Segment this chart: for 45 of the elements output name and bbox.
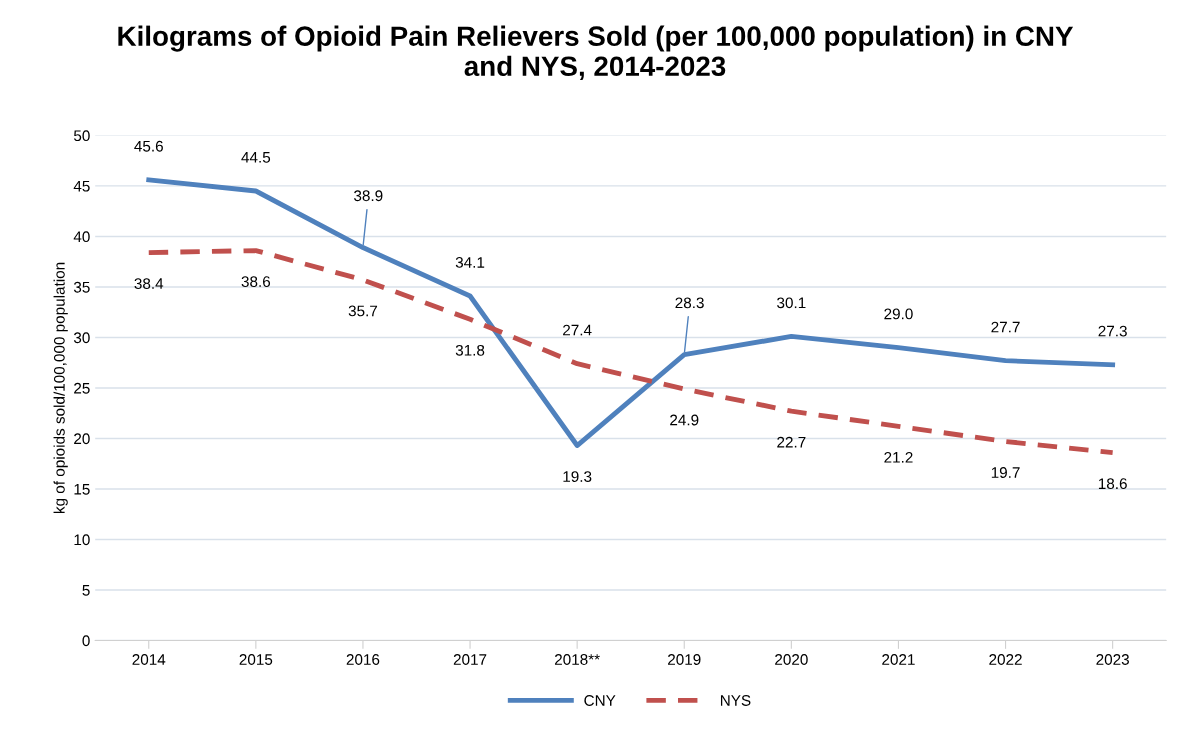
x-tick-label: 2023 xyxy=(1096,654,1129,665)
y-tick-label: 35 xyxy=(73,281,90,293)
x-tick-label: 2014 xyxy=(132,654,166,665)
y-tick-label: 30 xyxy=(73,332,90,344)
x-tick-label: 2018** xyxy=(554,654,600,665)
data-label: 45.6 xyxy=(134,140,163,152)
data-label: 35.7 xyxy=(348,305,378,317)
y-tick-label: 50 xyxy=(73,130,90,142)
data-label: 38.9 xyxy=(354,190,383,202)
data-label: 21.2 xyxy=(884,451,913,463)
data-label: 28.3 xyxy=(675,297,704,309)
data-label: 29.0 xyxy=(884,308,913,320)
chart-title: Kilograms of Opioid Pain Relievers Sold (per 100,000 population) in CNY and NYS, 2014-2023 xyxy=(118,25,1074,81)
x-tick-label: 2019 xyxy=(668,654,701,665)
y-axis-title: kg of opioids sold/100,000 population xyxy=(53,262,68,514)
data-label: 30.1 xyxy=(777,297,806,309)
data-label: 19.3 xyxy=(563,471,592,482)
legend-label: NYS xyxy=(720,695,751,706)
legend-label: CNY xyxy=(584,695,616,706)
x-tick-label: 2021 xyxy=(882,654,915,665)
data-label: 27.7 xyxy=(991,321,1020,333)
data-label: 38.6 xyxy=(241,276,271,287)
x-tick-label: 2017 xyxy=(453,654,487,665)
y-tick-label: 45 xyxy=(73,180,90,192)
y-tick-label: 40 xyxy=(73,231,90,243)
data-label: 27.4 xyxy=(563,324,592,336)
data-label: 38.4 xyxy=(134,278,164,290)
data-label: 18.6 xyxy=(1098,478,1127,490)
data-label: 27.3 xyxy=(1098,325,1127,337)
y-tick-label: 20 xyxy=(74,433,90,445)
data-label: 44.5 xyxy=(241,152,271,163)
x-tick-label: 2015 xyxy=(239,654,273,665)
y-tick-label: 15 xyxy=(74,484,90,495)
y-tick-label: 5 xyxy=(82,585,90,596)
data-label: 19.7 xyxy=(991,467,1020,478)
y-tick-label: 25 xyxy=(74,382,90,394)
data-label: 31.8 xyxy=(455,344,485,356)
x-tick-label: 2016 xyxy=(346,654,380,665)
data-label: 34.1 xyxy=(455,256,485,268)
data-label: 24.9 xyxy=(670,414,699,426)
data-label: 22.7 xyxy=(777,436,806,448)
x-tick-label: 2020 xyxy=(775,654,808,665)
y-tick-label: 0 xyxy=(82,635,90,647)
y-tick-label: 10 xyxy=(74,534,90,546)
x-tick-label: 2022 xyxy=(989,654,1022,665)
